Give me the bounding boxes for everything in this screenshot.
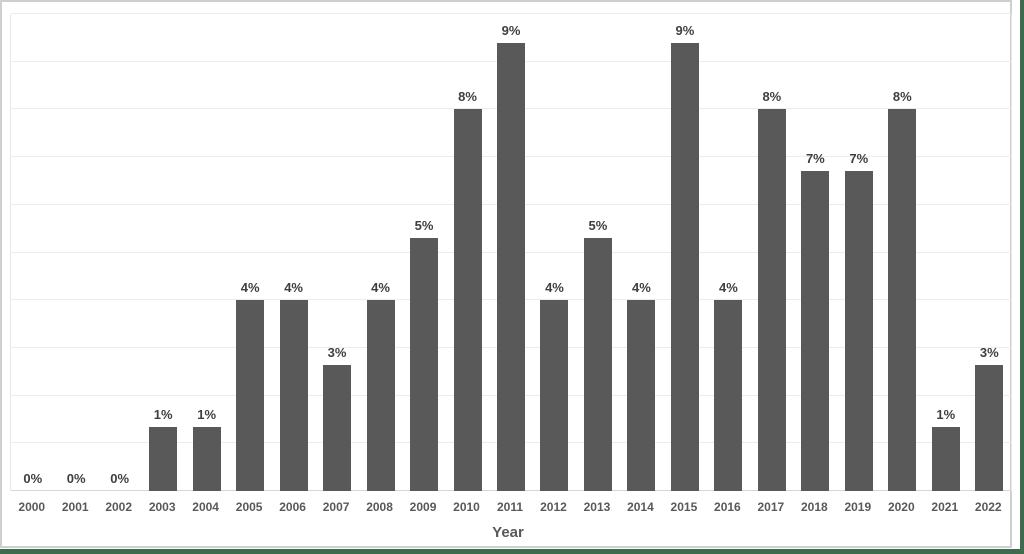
outer-frame-right-edge bbox=[1020, 0, 1024, 554]
bar-2011 bbox=[497, 43, 525, 491]
bar-2016 bbox=[714, 300, 743, 491]
gridline bbox=[11, 13, 1011, 14]
bar-value-label: 8% bbox=[458, 89, 477, 104]
x-tick-label: 2008 bbox=[366, 500, 393, 514]
x-tick-label: 2020 bbox=[887, 500, 915, 514]
x-axis-title: Year bbox=[492, 524, 524, 541]
x-tick-label: 2006 bbox=[279, 500, 306, 514]
x-tick-label: 2018 bbox=[800, 500, 828, 514]
x-tick-label: 2000 bbox=[18, 500, 46, 514]
bar-2017 bbox=[757, 109, 786, 491]
x-axis-tick-labels: 2000 2001 2002 2003 2004 2005 2006 2007 2008 2009… bbox=[10, 501, 1010, 515]
bar-2012 bbox=[540, 300, 569, 491]
bar-value-label: 4% bbox=[371, 280, 390, 295]
bar-2010 bbox=[453, 109, 482, 491]
x-tick-label: 2011 bbox=[496, 500, 524, 514]
x-tick-label: 2005 bbox=[235, 500, 263, 514]
bar-value-label: 1% bbox=[197, 407, 217, 422]
x-tick-label: 2007 bbox=[322, 500, 350, 514]
bar-value-label: 1% bbox=[153, 407, 173, 422]
x-tick-label: 2001 bbox=[61, 500, 89, 514]
x-tick-label: 2012 bbox=[540, 500, 567, 514]
plot-area: 0% 0% 0% 1% 1% 4% 4% 3% 4% 5% 8% 9% 4% 5% 4% 9% 4% 8% 7% 7%… bbox=[10, 13, 1012, 491]
bar-value-label: 4% bbox=[632, 280, 651, 295]
bar-value-label: 4% bbox=[240, 280, 260, 295]
x-tick-label: 2010 bbox=[453, 500, 480, 514]
bar-value-label: 0% bbox=[66, 471, 86, 486]
bar-2019 bbox=[844, 171, 873, 491]
bar-2007 bbox=[323, 365, 352, 491]
bar-value-label: 3% bbox=[327, 345, 347, 360]
x-tick-label: 2016 bbox=[714, 500, 741, 514]
bar-value-label: 4% bbox=[718, 280, 738, 295]
bar-2006 bbox=[279, 300, 308, 491]
bar-2015 bbox=[670, 43, 699, 491]
bar-chart: 0% 0% 0% 1% 1% 4% 4% 3% 4% 5% 8% 9% 4% 5% 4% 9% 4% 8% 7% 7%… bbox=[0, 0, 1012, 548]
x-tick-label: 2022 bbox=[974, 500, 1002, 514]
x-tick-label: 2004 bbox=[192, 500, 219, 514]
x-tick-label: 2014 bbox=[627, 500, 654, 514]
bar-value-label: 9% bbox=[501, 23, 521, 38]
bar-value-label: 5% bbox=[414, 218, 434, 233]
bar-value-label: 7% bbox=[849, 151, 869, 166]
bar-value-label: 1% bbox=[936, 407, 956, 422]
x-tick-label: 2015 bbox=[670, 500, 698, 514]
x-tick-label: 2017 bbox=[757, 500, 785, 514]
bar-2020 bbox=[888, 109, 917, 491]
bar-value-label: 4% bbox=[284, 280, 303, 295]
bar-2008 bbox=[366, 300, 395, 491]
bar-value-label: 0% bbox=[23, 471, 43, 486]
bar-value-label: 8% bbox=[762, 89, 782, 104]
bar-2014 bbox=[627, 300, 656, 491]
bar-value-label: 7% bbox=[805, 151, 825, 166]
bar-2005 bbox=[236, 300, 265, 491]
x-tick-label: 2013 bbox=[583, 500, 611, 514]
x-tick-label: 2002 bbox=[105, 500, 133, 514]
bar-2013 bbox=[583, 238, 612, 491]
bar-value-label: 0% bbox=[110, 471, 130, 486]
bar-2018 bbox=[801, 171, 830, 491]
x-tick-label: 2021 bbox=[931, 500, 959, 514]
bar-2022 bbox=[975, 365, 1004, 491]
outer-frame-bottom-edge bbox=[0, 549, 1024, 554]
x-tick-label: 2003 bbox=[148, 500, 176, 514]
bar-2004 bbox=[192, 427, 221, 491]
bar-2021 bbox=[931, 427, 960, 491]
bar-2003 bbox=[149, 427, 178, 491]
x-tick-label: 2019 bbox=[844, 500, 872, 514]
bar-value-label: 9% bbox=[675, 23, 695, 38]
bar-value-label: 8% bbox=[892, 89, 912, 104]
bar-value-label: 4% bbox=[545, 280, 564, 295]
x-tick-label: 2009 bbox=[409, 500, 437, 514]
bar-2009 bbox=[410, 238, 439, 491]
bar-value-label: 3% bbox=[979, 345, 999, 360]
bar-value-label: 5% bbox=[588, 218, 608, 233]
